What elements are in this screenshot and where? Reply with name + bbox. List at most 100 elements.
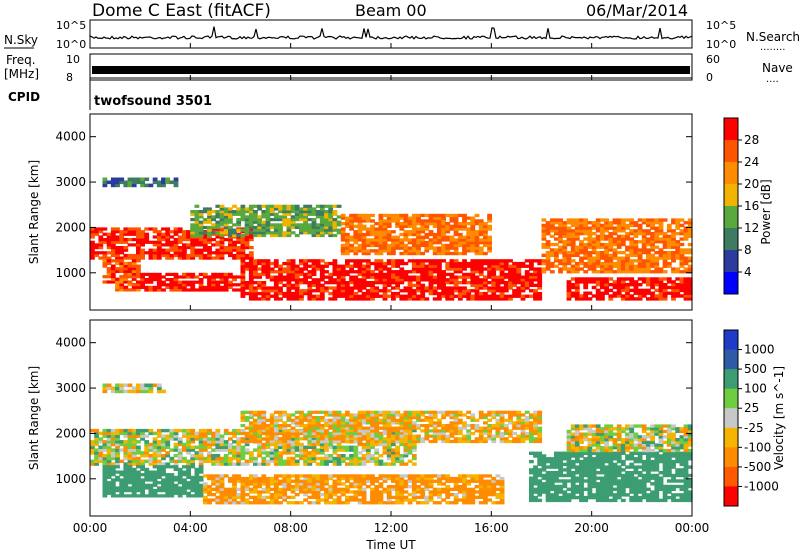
heatmap-cell: [637, 261, 643, 266]
heatmap-cell: [110, 448, 116, 452]
heatmap-cell: [361, 476, 367, 481]
heatmap-cell: [273, 261, 279, 266]
heatmap-cell: [574, 232, 580, 236]
heatmap-cell: [437, 249, 442, 253]
heatmap-cell: [646, 297, 651, 301]
heatmap-cell: [236, 275, 242, 279]
heatmap-cell: [165, 475, 171, 479]
heatmap-cell: [357, 421, 363, 425]
heatmap-cell: [232, 428, 237, 433]
heatmap-cell: [127, 473, 133, 477]
heatmap-cell: [110, 465, 116, 469]
heatmap-cell: [223, 223, 229, 227]
heatmap-cell: [583, 223, 589, 228]
heatmap-cell: [541, 218, 547, 222]
heatmap-cell: [315, 297, 321, 301]
heatmap-cell: [591, 232, 597, 236]
heatmap-cell: [244, 431, 250, 436]
heatmap-cell: [558, 218, 563, 222]
heatmap-cell: [386, 437, 392, 441]
heatmap-cell: [140, 177, 145, 182]
heatmap-cell: [474, 490, 480, 494]
heatmap-cell: [219, 243, 225, 247]
heatmap-cell: [679, 218, 685, 222]
heatmap-cell: [361, 243, 367, 248]
heatmap-cell: [202, 428, 208, 433]
heatmap-cell: [278, 462, 283, 466]
heatmap-cell: [441, 251, 446, 256]
heatmap-cell: [202, 487, 208, 491]
heatmap-cell: [290, 272, 296, 277]
heatmap-cell: [282, 233, 288, 238]
heatmap-cell: [265, 212, 271, 216]
heatmap-cell: [641, 218, 647, 222]
heatmap-cell: [131, 232, 137, 236]
heatmap-cell: [549, 248, 555, 252]
heatmap-cell: [144, 285, 150, 289]
heatmap-cell: [349, 418, 354, 422]
heatmap-cell: [466, 230, 472, 234]
heatmap-cell: [332, 225, 338, 230]
heatmap-cell: [600, 270, 605, 274]
heatmap-cell: [675, 223, 681, 228]
heatmap-cell: [499, 493, 505, 497]
colorbar-tick-label: 4: [744, 265, 752, 279]
heatmap-cell: [646, 280, 651, 284]
heatmap-cell: [382, 246, 388, 250]
heatmap-cell: [395, 498, 400, 502]
heatmap-cell: [470, 278, 476, 282]
heatmap-cell: [261, 286, 267, 290]
heatmap-cell: [687, 267, 693, 271]
heatmap-cell: [558, 234, 563, 238]
heatmap-cell: [136, 462, 141, 466]
heatmap-cell: [386, 272, 392, 277]
heatmap-cell: [424, 270, 430, 274]
heatmap-cell: [604, 288, 609, 293]
heatmap-cell: [353, 413, 359, 417]
heatmap-cell: [315, 490, 321, 494]
heatmap-cell: [294, 424, 300, 428]
heatmap-cell: [633, 285, 639, 290]
heatmap-cell: [219, 456, 225, 461]
noise-panel: N.Sky 10^5 10^0 10^5 10^0 N.Search .....…: [4, 19, 800, 53]
heatmap-cell: [416, 476, 421, 481]
heatmap-cell: [257, 207, 262, 211]
heatmap-cell: [374, 230, 380, 234]
heatmap-cell: [328, 424, 334, 428]
heatmap-cell: [361, 410, 367, 414]
heatmap-cell: [248, 495, 254, 499]
heatmap-cell: [194, 225, 200, 230]
heatmap-cell: [186, 243, 191, 247]
heatmap-cell: [679, 259, 685, 263]
heatmap-cell: [382, 281, 388, 285]
heatmap-cell: [365, 243, 371, 248]
heatmap-cell: [487, 482, 492, 486]
heatmap-cell: [240, 462, 246, 466]
heatmap-cell: [273, 286, 279, 290]
heatmap-cell: [152, 475, 158, 479]
heatmap-cell: [90, 251, 95, 255]
heatmap-cell: [90, 232, 95, 236]
heatmap-cell: [671, 232, 676, 236]
heatmap-cell: [675, 285, 681, 290]
heatmap-cell: [198, 431, 204, 436]
heatmap-cell: [236, 256, 242, 260]
heatmap-cell: [228, 285, 233, 289]
heatmap-cell: [215, 235, 221, 239]
heatmap-cell: [253, 482, 258, 486]
heatmap-cell: [620, 221, 626, 225]
heatmap-cell: [248, 272, 254, 277]
heatmap-cell: [399, 224, 405, 228]
heatmap-cell: [123, 473, 129, 477]
heatmap-cell: [345, 219, 350, 223]
heatmap-cell: [457, 490, 463, 494]
heatmap-cell: [570, 234, 576, 238]
heatmap-cell: [236, 493, 242, 497]
heatmap-cell: [470, 272, 476, 277]
heatmap-cell: [378, 241, 384, 245]
heatmap-cell: [370, 297, 375, 301]
heatmap-cell: [240, 485, 246, 489]
heatmap-cell: [106, 243, 112, 247]
heatmap-cell: [215, 231, 221, 235]
heatmap-cell: [127, 475, 133, 479]
